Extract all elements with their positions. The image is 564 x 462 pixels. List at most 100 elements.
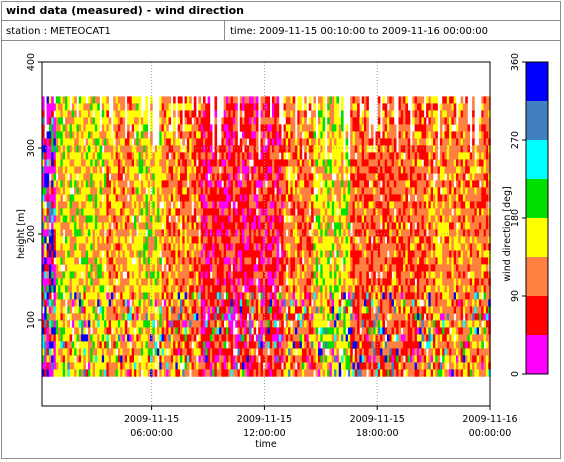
heatmap-cell — [265, 264, 268, 272]
heatmap-cell — [46, 334, 50, 342]
heatmap-cell — [272, 327, 275, 335]
heatmap-cell — [76, 145, 80, 153]
heatmap-cell — [104, 327, 107, 335]
heatmap-cell — [150, 131, 153, 139]
heatmap-cell — [304, 313, 307, 321]
heatmap-cell — [311, 306, 314, 314]
heatmap-cell — [276, 348, 280, 356]
heatmap-cell — [230, 313, 234, 321]
heatmap-cell — [322, 180, 326, 188]
heatmap-cell — [143, 250, 146, 258]
heatmap-cell — [124, 369, 128, 377]
heatmap-cell — [207, 208, 211, 216]
heatmap-cell — [265, 257, 268, 265]
heatmap-cell — [94, 110, 98, 118]
heatmap-cell — [262, 285, 266, 293]
heatmap-cell — [246, 222, 250, 230]
heatmap-cell — [276, 362, 280, 370]
heatmap-cell — [244, 257, 247, 265]
heatmap-cell — [97, 187, 100, 195]
heatmap-cell — [161, 306, 165, 314]
heatmap-cell — [301, 180, 305, 188]
heatmap-cell — [304, 187, 307, 195]
heatmap-cell — [269, 187, 273, 195]
heatmap-cell — [207, 201, 211, 209]
heatmap-cell — [276, 369, 280, 377]
heatmap-cell — [203, 117, 206, 125]
heatmap-cell — [191, 236, 195, 244]
heatmap-cell — [67, 110, 70, 118]
heatmap-cell — [308, 271, 312, 279]
heatmap-cell — [258, 327, 261, 335]
heatmap-cell — [318, 166, 321, 174]
heatmap-cell — [81, 194, 84, 202]
heatmap-cell — [83, 257, 86, 265]
heatmap-cell — [345, 271, 349, 279]
heatmap-cell — [255, 334, 259, 342]
heatmap-cell — [60, 117, 63, 125]
heatmap-cell — [239, 327, 243, 335]
heatmap-cell — [214, 110, 218, 118]
heatmap-cell — [94, 355, 98, 363]
heatmap-cell — [221, 362, 224, 370]
heatmap-cell — [88, 355, 91, 363]
heatmap-cell — [92, 243, 96, 251]
heatmap-cell — [244, 327, 247, 335]
heatmap-cell — [168, 320, 172, 328]
heatmap-cell — [113, 348, 116, 356]
heatmap-cell — [304, 243, 307, 251]
heatmap-cell — [193, 208, 197, 216]
heatmap-cell — [327, 355, 330, 363]
heatmap-cell — [99, 369, 103, 377]
heatmap-cell — [157, 271, 160, 279]
heatmap-cell — [129, 320, 132, 328]
heatmap-cell — [306, 194, 310, 202]
heatmap-cell — [152, 166, 155, 174]
heatmap-cell — [62, 222, 66, 230]
heatmap-cell — [140, 299, 144, 307]
heatmap-cell — [152, 250, 155, 258]
heatmap-cell — [88, 159, 91, 167]
heatmap-cell — [345, 222, 349, 230]
heatmap-cell — [207, 159, 211, 167]
heatmap-cell — [175, 229, 178, 237]
heatmap-cell — [219, 187, 222, 195]
heatmap-cell — [83, 285, 86, 293]
heatmap-cell — [134, 313, 137, 321]
heatmap-cell — [334, 229, 337, 237]
heatmap-cell — [131, 166, 135, 174]
heatmap-cell — [161, 271, 165, 279]
heatmap-cell — [207, 166, 211, 174]
heatmap-cell — [161, 355, 165, 363]
heatmap-cell — [226, 355, 229, 363]
heatmap-cell — [283, 229, 287, 237]
heatmap-cell — [198, 124, 201, 132]
heatmap-cell — [138, 334, 142, 342]
heatmap-cell — [297, 208, 300, 216]
heatmap-cell — [101, 180, 105, 188]
heatmap-cell — [338, 334, 342, 342]
heatmap-cell — [120, 124, 123, 132]
heatmap-cell — [336, 257, 339, 265]
heatmap-cell — [127, 96, 130, 104]
heatmap-cell — [170, 222, 174, 230]
heatmap-cell — [62, 306, 66, 314]
heatmap-cell — [189, 236, 192, 244]
heatmap-cell — [152, 229, 155, 237]
heatmap-cell — [301, 236, 305, 244]
heatmap-cell — [290, 215, 293, 223]
heatmap-cell — [297, 313, 300, 321]
heatmap-cell — [329, 166, 333, 174]
heatmap-cell — [113, 264, 116, 272]
heatmap-cell — [157, 145, 160, 153]
heatmap-cell — [318, 229, 321, 237]
heatmap-cell — [180, 292, 183, 300]
heatmap-cell — [295, 285, 298, 293]
heatmap-cell — [331, 145, 335, 153]
heatmap-cell — [246, 131, 250, 139]
heatmap-cell — [198, 292, 201, 300]
heatmap-cell — [62, 257, 66, 265]
heatmap-cell — [193, 117, 197, 125]
heatmap-cell — [278, 201, 282, 209]
heatmap-cell — [221, 271, 224, 279]
